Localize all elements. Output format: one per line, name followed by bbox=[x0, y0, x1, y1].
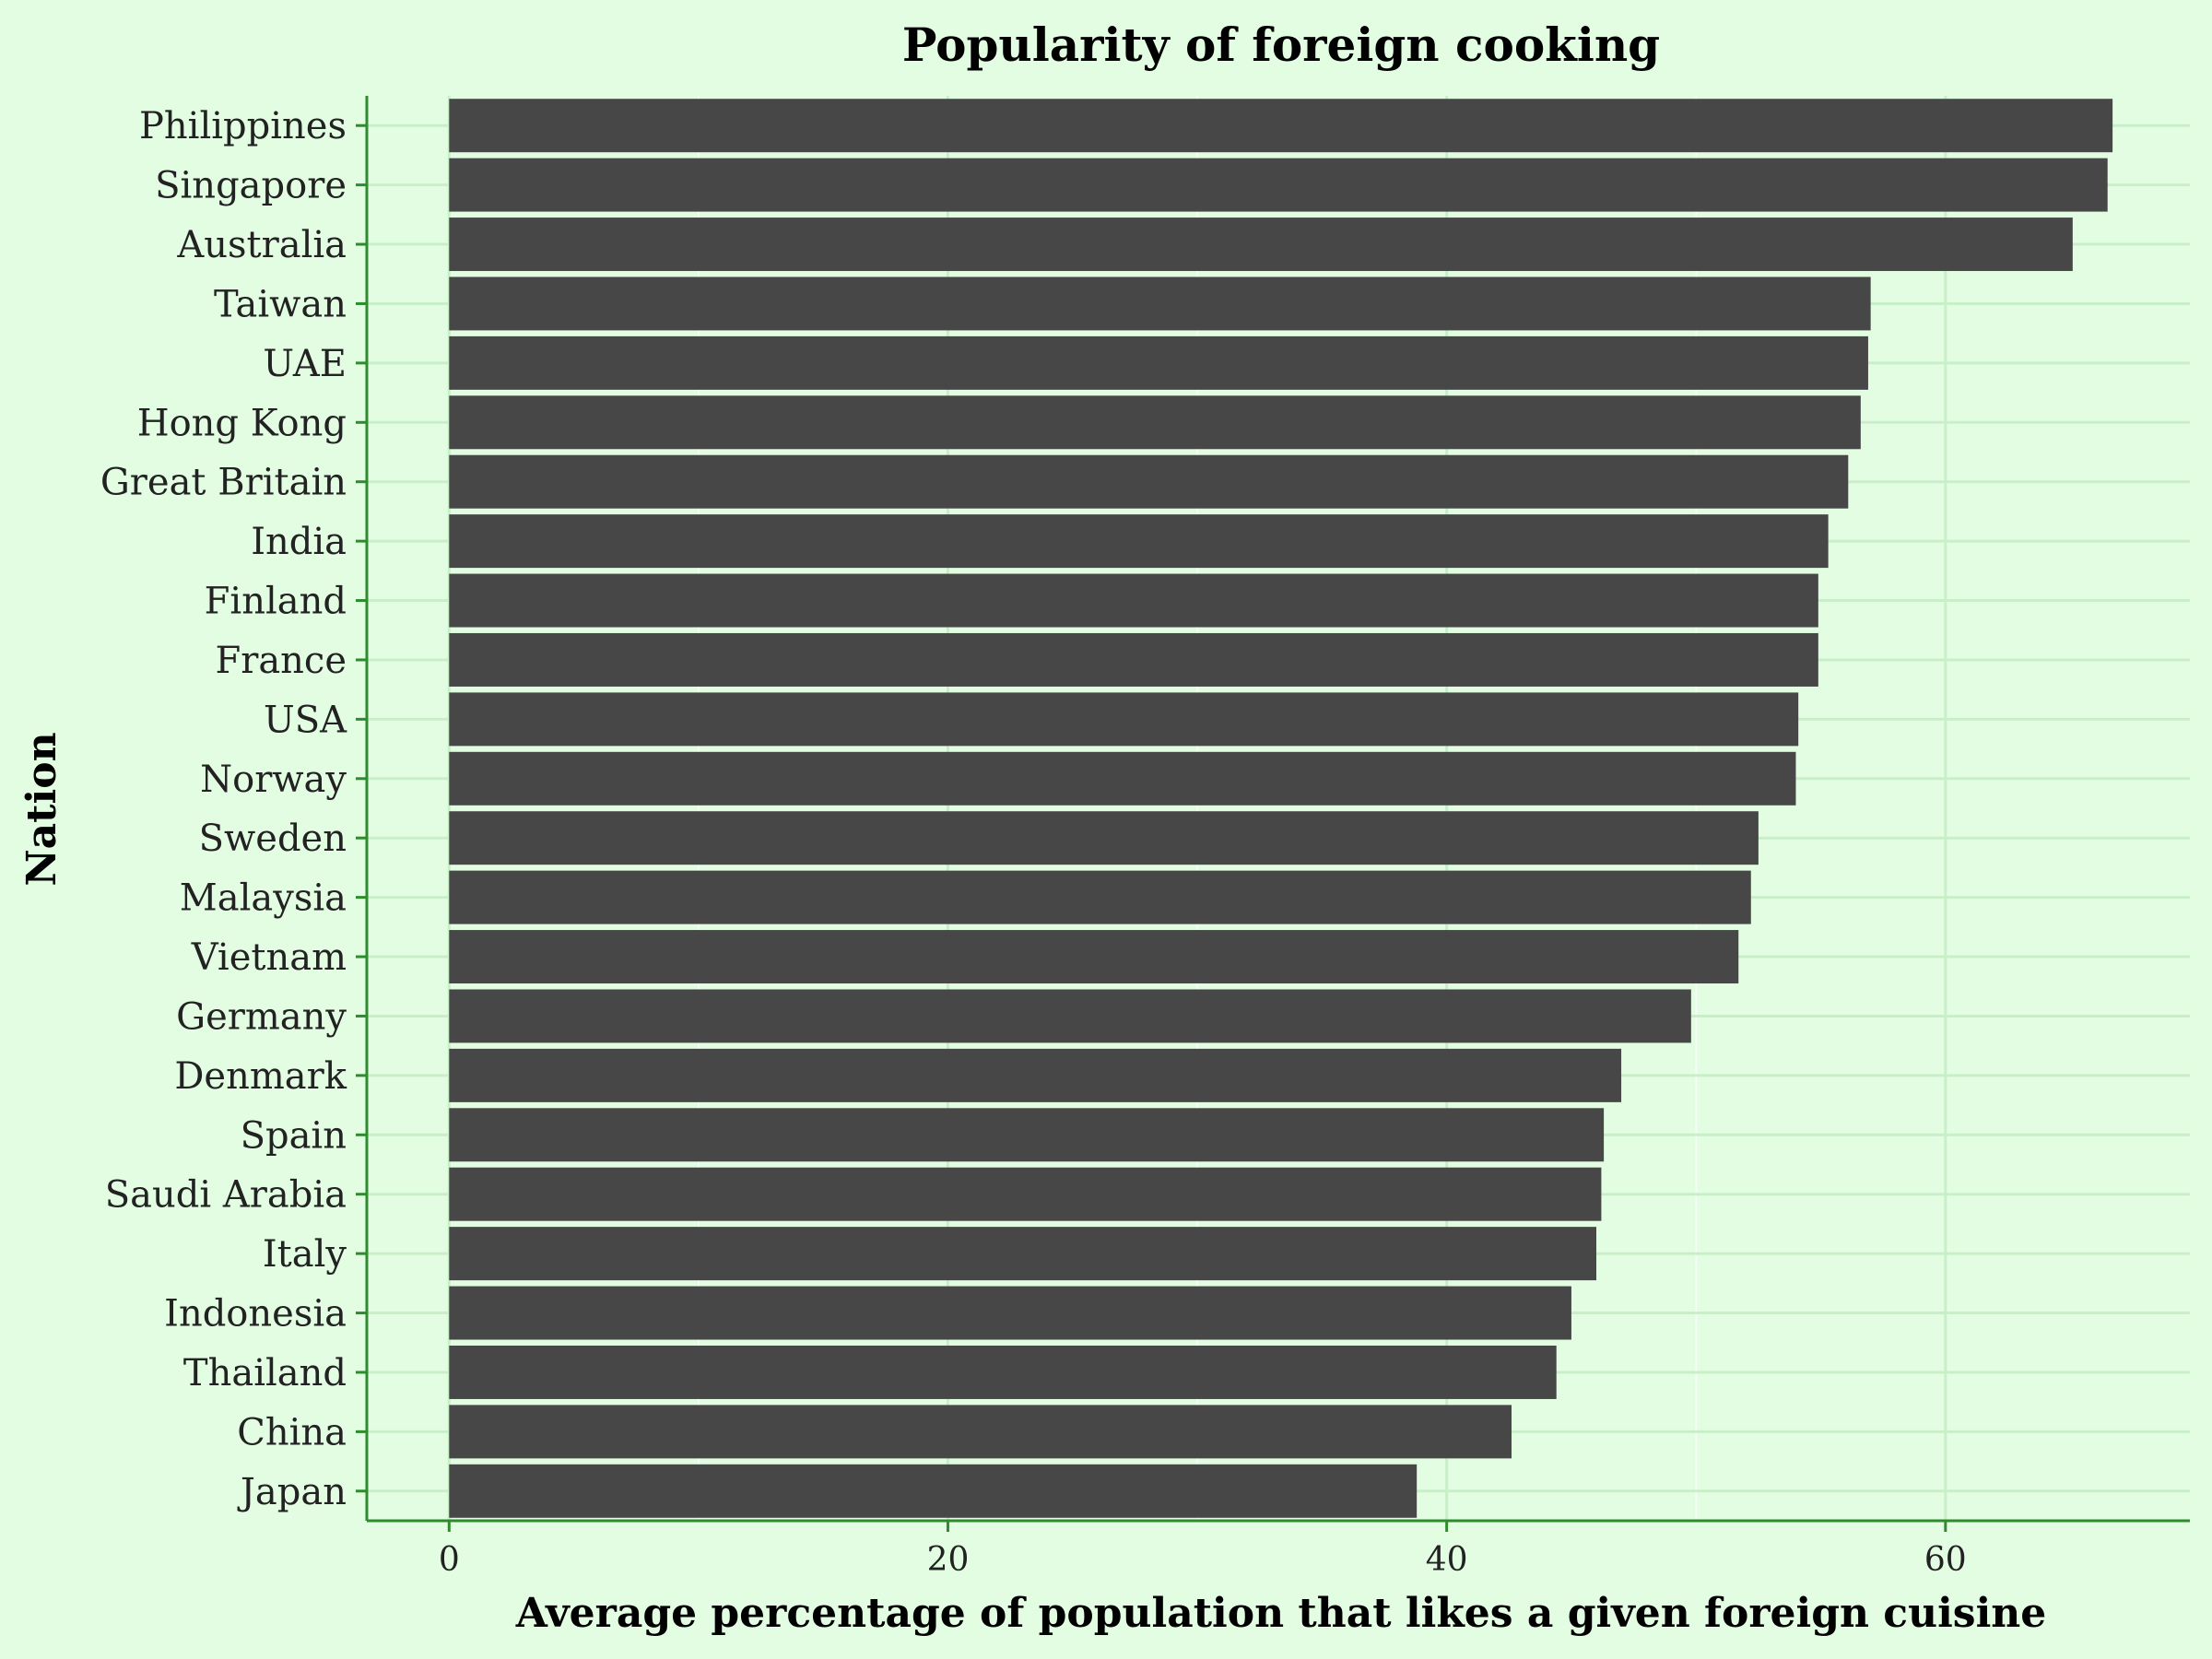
y-tick-label-usa: USA bbox=[264, 699, 347, 741]
bar-great-britain bbox=[449, 454, 1849, 509]
y-tick-label-germany: Germany bbox=[176, 995, 347, 1038]
y-tick-label-japan: Japan bbox=[237, 1471, 347, 1513]
bar-india bbox=[449, 514, 1829, 569]
y-tick-label-thailand: Thailand bbox=[183, 1352, 347, 1394]
y-tick-label-spain: Spain bbox=[241, 1114, 347, 1157]
bar-singapore bbox=[449, 158, 2108, 212]
bar-spain bbox=[449, 1108, 1605, 1162]
bar-uae bbox=[449, 335, 1868, 390]
x-tick-label-40: 40 bbox=[1426, 1541, 1468, 1579]
bar-france bbox=[449, 632, 1818, 687]
y-tick-label-france: France bbox=[215, 640, 347, 682]
y-tick-label-norway: Norway bbox=[200, 759, 347, 801]
bar-malaysia bbox=[449, 870, 1751, 924]
x-tick-label-60: 60 bbox=[1924, 1541, 1967, 1579]
y-tick-label-denmark: Denmark bbox=[174, 1055, 347, 1098]
x-tick-label-0: 0 bbox=[439, 1541, 460, 1579]
bar-philippines bbox=[449, 99, 2113, 153]
chart-title: Popularity of foreign cooking bbox=[902, 18, 1660, 72]
x-tick-label-20: 20 bbox=[927, 1541, 970, 1579]
y-tick-label-finland: Finland bbox=[205, 581, 347, 623]
bar-china bbox=[449, 1405, 1512, 1459]
bar-taiwan bbox=[449, 276, 1871, 331]
y-tick-label-uae: UAE bbox=[263, 343, 347, 385]
bar-indonesia bbox=[449, 1286, 1571, 1340]
y-tick-label-malaysia: Malaysia bbox=[180, 877, 347, 920]
bar-australia bbox=[449, 218, 2073, 272]
bar-japan bbox=[449, 1464, 1418, 1518]
bar-denmark bbox=[449, 1048, 1622, 1102]
bar-usa bbox=[449, 692, 1799, 747]
y-tick-label-great-britain: Great Britain bbox=[100, 462, 347, 504]
y-tick-label-vietnam: Vietnam bbox=[191, 936, 347, 979]
bars bbox=[449, 99, 2113, 1518]
y-tick-label-saudi-arabia: Saudi Arabia bbox=[105, 1174, 347, 1217]
bar-germany bbox=[449, 989, 1691, 1043]
y-tick-label-italy: Italy bbox=[263, 1233, 347, 1276]
y-tick-label-singapore: Singapore bbox=[155, 165, 347, 207]
bar-vietnam bbox=[449, 930, 1739, 984]
axes bbox=[356, 96, 2190, 1532]
bar-finland bbox=[449, 573, 1818, 628]
bar-hong-kong bbox=[449, 395, 1861, 450]
y-axis-title: Nation bbox=[18, 732, 65, 886]
x-tick-labels: 0 20 40 60 bbox=[439, 1541, 1967, 1579]
y-tick-label-taiwan: Taiwan bbox=[214, 283, 347, 325]
y-tick-label-sweden: Sweden bbox=[199, 818, 347, 860]
bar-norway bbox=[449, 751, 1796, 806]
y-tick-label-india: India bbox=[251, 521, 347, 563]
bar-saudi-arabia bbox=[449, 1167, 1602, 1221]
y-tick-label-china: China bbox=[237, 1411, 347, 1453]
bar-thailand bbox=[449, 1345, 1557, 1399]
y-tick-label-hong-kong: Hong Kong bbox=[137, 402, 347, 444]
bar-sweden bbox=[449, 811, 1759, 865]
bar-italy bbox=[449, 1227, 1596, 1281]
y-tick-label-australia: Australia bbox=[176, 224, 347, 266]
y-tick-labels: Philippines Singapore Australia Taiwan UAE Ho… bbox=[100, 105, 347, 1513]
y-tick-label-indonesia: Indonesia bbox=[164, 1293, 347, 1335]
y-tick-label-philippines: Philippines bbox=[139, 105, 347, 147]
x-axis-title: Average percentage of population that li… bbox=[515, 1590, 2047, 1637]
